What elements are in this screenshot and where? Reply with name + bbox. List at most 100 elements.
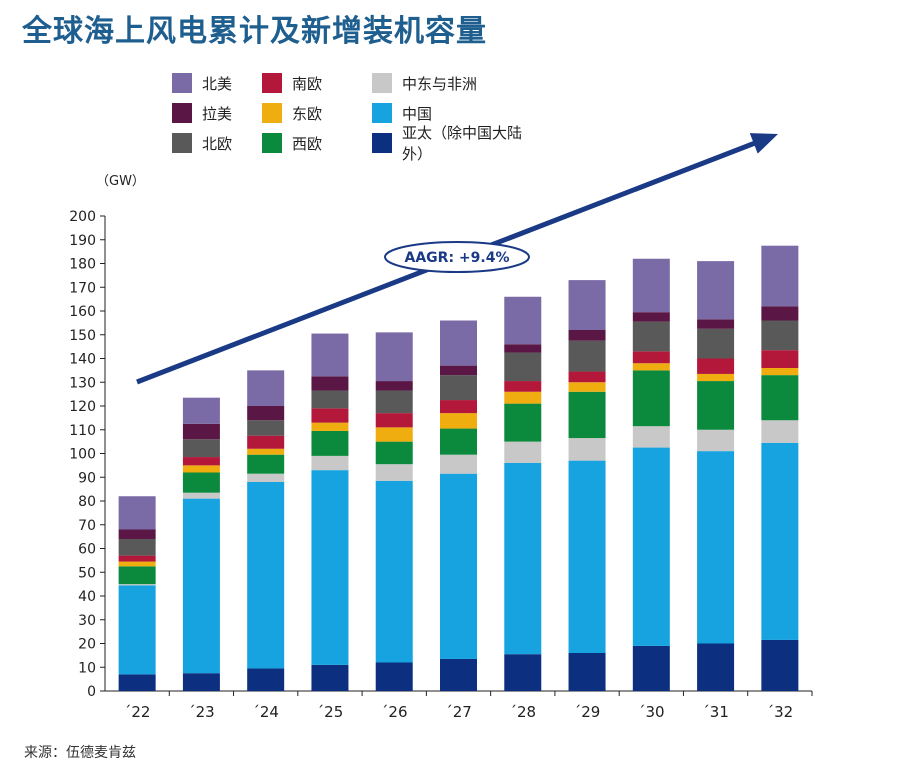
bar-segment <box>761 639 799 691</box>
y-tick-label: 10 <box>78 660 96 676</box>
legend: 北美 南欧 中东与非洲 拉美 东欧 中国 北欧 西欧 亚太（除中国大陆外） <box>172 68 542 163</box>
bar-segment <box>247 370 285 406</box>
bar-segment <box>568 391 606 439</box>
bar-segment <box>375 480 413 663</box>
bar-segment <box>761 375 799 421</box>
y-tick-label: 120 <box>69 399 96 415</box>
x-tick-label: ´25 <box>317 703 344 721</box>
bar-segment <box>182 498 220 674</box>
bar-segment <box>311 470 349 665</box>
bar-segment <box>632 426 670 448</box>
legend-label: 亚太（除中国大陆外） <box>402 124 523 163</box>
bar-segment <box>311 422 349 431</box>
y-tick-label: 70 <box>78 518 96 534</box>
bar-segment <box>440 658 477 691</box>
bar-segment <box>697 261 735 320</box>
legend-label: 北美 <box>202 74 233 93</box>
legend-label: 东欧 <box>292 104 323 123</box>
y-tick-label: 160 <box>69 304 96 320</box>
bar-segment <box>118 539 156 556</box>
bar-segment <box>504 463 542 655</box>
source-note: 来源：伍德麦肯兹 <box>24 745 136 761</box>
bar-segment <box>697 373 735 382</box>
bar-segment <box>311 408 349 423</box>
bar-segment <box>311 430 349 456</box>
bar-segment <box>118 566 156 585</box>
bar-segment <box>440 454 477 474</box>
y-tick-label: 30 <box>78 613 96 629</box>
legend-label: 南欧 <box>292 74 323 93</box>
bar-segment <box>311 390 349 409</box>
legend-swatch <box>372 133 392 153</box>
bar-segment <box>568 382 606 392</box>
legend-item: 亚太（除中国大陆外） <box>372 124 542 163</box>
bar-segment <box>632 312 670 322</box>
bar-segment <box>761 442 799 640</box>
bar-segment <box>118 561 156 567</box>
bar-segment <box>568 371 606 383</box>
bar-segment <box>697 643 735 691</box>
bar-segment <box>632 258 670 313</box>
y-axis-unit: （GW） <box>96 174 145 189</box>
y-tick-label: 100 <box>69 447 96 463</box>
legend-swatch <box>262 73 282 93</box>
bar-segment <box>182 397 220 424</box>
x-tick-label: ´32 <box>767 703 794 721</box>
bar-segment <box>118 674 156 691</box>
x-tick-label: ´30 <box>638 703 665 721</box>
legend-item: 北美 <box>172 68 262 98</box>
y-tick-label: 130 <box>69 375 96 391</box>
legend-swatch <box>372 73 392 93</box>
bar-segment <box>504 296 542 345</box>
bar-segment <box>697 451 735 644</box>
x-tick-label: ´26 <box>381 703 408 721</box>
annotation-bubble <box>384 241 530 273</box>
bar-segment <box>568 340 606 372</box>
x-tick-label: ´22 <box>124 703 151 721</box>
bar-segment <box>118 529 156 539</box>
bar-segment <box>761 350 799 368</box>
bar-segment <box>440 473 477 659</box>
bar-segment <box>247 454 285 474</box>
bar-segment <box>761 368 799 376</box>
bar-segment <box>761 245 799 307</box>
legend-label: 北欧 <box>202 134 233 153</box>
x-tick-label: ´31 <box>702 703 729 721</box>
legend-label: 中东与非洲 <box>402 74 478 93</box>
bar-segment <box>375 413 413 428</box>
bar-segment <box>761 306 799 321</box>
legend-swatch <box>262 103 282 123</box>
legend-item: 东欧 <box>262 98 372 128</box>
legend-swatch <box>172 73 192 93</box>
y-tick-label: 0 <box>87 684 96 700</box>
y-tick-label: 90 <box>78 470 96 486</box>
y-tick-label: 190 <box>69 233 96 249</box>
legend-item: 拉美 <box>172 98 262 128</box>
bar-segment <box>697 328 735 359</box>
bar-segment <box>504 344 542 353</box>
bar-segment <box>247 435 285 449</box>
bar-segment <box>375 464 413 481</box>
legend-swatch <box>262 133 282 153</box>
bar-segment <box>632 321 670 352</box>
bar-segment <box>504 441 542 463</box>
legend-item: 北欧 <box>172 128 262 158</box>
bar-segment <box>375 390 413 414</box>
y-tick-label: 50 <box>78 565 96 581</box>
legend-swatch <box>372 103 392 123</box>
bar-segment <box>632 351 670 364</box>
bar-segment <box>440 400 477 414</box>
bar-segment <box>118 584 156 586</box>
bar-segment <box>568 438 606 461</box>
bar-segment <box>632 363 670 371</box>
bar-segment <box>247 448 285 455</box>
legend-label: 西欧 <box>292 134 323 153</box>
growth-arrow-head <box>749 133 778 154</box>
chart-title: 全球海上风电累计及新增装机容量 <box>22 14 487 49</box>
bar-segment <box>247 420 285 436</box>
bar-segment <box>247 406 285 421</box>
x-tick-label: ´23 <box>188 703 215 721</box>
y-tick-label: 110 <box>69 423 96 439</box>
bar-segment <box>118 555 156 562</box>
